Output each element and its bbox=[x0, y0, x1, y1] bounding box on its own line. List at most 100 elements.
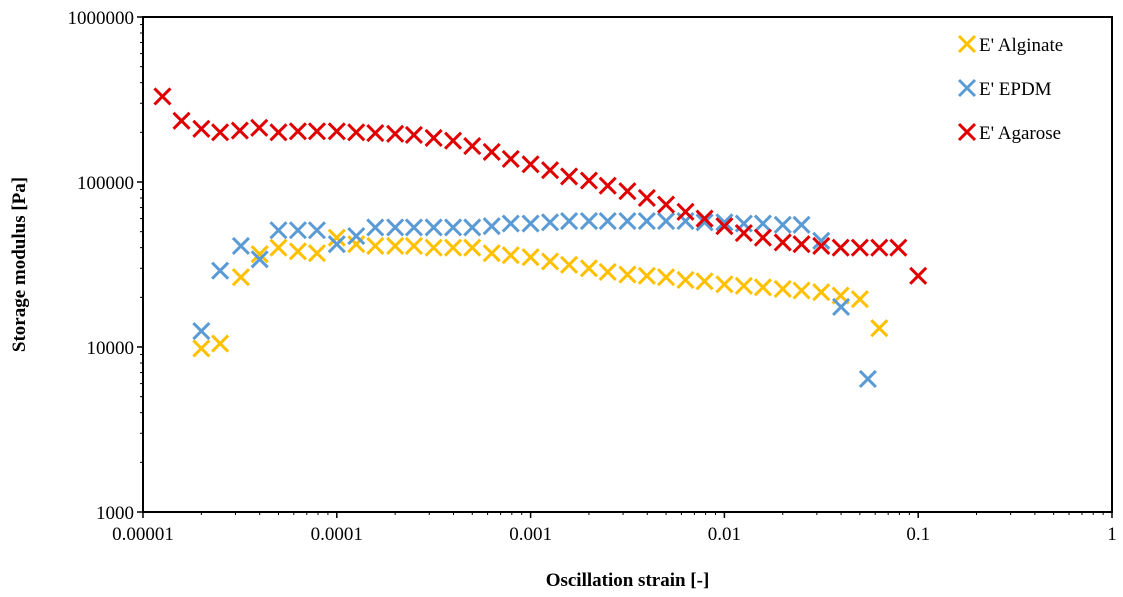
data-point bbox=[858, 369, 877, 389]
data-point bbox=[250, 250, 269, 269]
data-point bbox=[773, 233, 792, 252]
legend-item: E' Agarose bbox=[957, 122, 1061, 144]
data-point bbox=[812, 231, 831, 250]
data-point bbox=[832, 297, 851, 316]
legend-label: E' EPDM bbox=[979, 79, 1052, 100]
data-point bbox=[192, 119, 211, 138]
data-point bbox=[676, 270, 695, 289]
data-point bbox=[870, 319, 889, 338]
data-point bbox=[560, 255, 579, 274]
legend-item: E' Alginate bbox=[957, 34, 1063, 56]
data-point bbox=[230, 121, 249, 140]
data-point bbox=[656, 268, 676, 287]
data-point bbox=[443, 131, 463, 150]
data-point bbox=[637, 211, 656, 231]
data-point bbox=[870, 238, 889, 257]
data-point bbox=[192, 321, 211, 341]
data-point bbox=[250, 118, 269, 137]
data-point bbox=[269, 238, 288, 257]
legend: E' Alginate E' EPDM E' Agarose bbox=[957, 34, 1063, 144]
data-point bbox=[347, 227, 366, 246]
data-point bbox=[347, 123, 366, 142]
plot-frame bbox=[142, 16, 1113, 513]
data-point bbox=[404, 218, 423, 237]
data-point bbox=[307, 221, 327, 240]
legend-label: E' Alginate bbox=[979, 35, 1063, 56]
legend-item: E' EPDM bbox=[957, 78, 1052, 100]
data-point bbox=[773, 215, 792, 234]
data-point bbox=[521, 248, 540, 267]
data-point bbox=[347, 235, 366, 254]
data-point bbox=[172, 111, 191, 130]
data-point bbox=[327, 228, 346, 247]
data-point bbox=[250, 245, 269, 264]
data-point bbox=[637, 188, 656, 208]
plot-area bbox=[142, 16, 1113, 513]
data-point bbox=[715, 213, 734, 232]
data-point bbox=[424, 128, 443, 147]
data-point bbox=[501, 149, 520, 168]
data-point bbox=[676, 202, 695, 221]
data-point bbox=[792, 215, 811, 234]
y-tick-label: 100000 bbox=[77, 173, 134, 194]
data-point bbox=[366, 123, 385, 143]
data-point bbox=[715, 217, 734, 236]
data-point bbox=[404, 125, 423, 144]
data-point bbox=[850, 290, 869, 309]
data-point bbox=[560, 211, 579, 231]
legend-marker bbox=[957, 78, 977, 98]
data-point bbox=[463, 137, 482, 156]
data-point bbox=[307, 244, 327, 263]
data-point bbox=[715, 275, 734, 294]
series-layer bbox=[153, 87, 928, 389]
y-tick-label: 10000 bbox=[87, 338, 135, 359]
series-e-alginate bbox=[192, 228, 889, 358]
data-point bbox=[831, 238, 850, 257]
data-point bbox=[443, 238, 463, 257]
data-point bbox=[734, 224, 753, 243]
data-point bbox=[521, 214, 540, 233]
data-point bbox=[695, 209, 714, 228]
x-tick-label: 0.01 bbox=[708, 524, 741, 545]
data-point bbox=[889, 238, 908, 257]
data-point bbox=[850, 238, 869, 257]
legend-label: E' Agarose bbox=[979, 123, 1061, 144]
data-point bbox=[366, 236, 385, 255]
data-point bbox=[482, 244, 501, 263]
data-point bbox=[269, 123, 288, 142]
data-point bbox=[812, 236, 831, 255]
data-point bbox=[540, 213, 560, 232]
data-point bbox=[909, 266, 928, 285]
data-point bbox=[288, 122, 307, 141]
data-point bbox=[211, 123, 230, 142]
data-point bbox=[618, 182, 637, 201]
data-point bbox=[211, 334, 230, 353]
data-point bbox=[618, 265, 637, 284]
x-tick-label: 0.001 bbox=[509, 524, 552, 545]
data-point bbox=[386, 236, 405, 255]
data-point bbox=[656, 211, 676, 231]
data-point bbox=[501, 214, 520, 233]
data-point bbox=[366, 218, 385, 237]
data-point bbox=[540, 252, 560, 271]
data-point bbox=[443, 218, 463, 237]
data-point bbox=[482, 217, 501, 236]
data-point bbox=[424, 238, 443, 257]
data-point bbox=[598, 211, 617, 231]
data-point bbox=[386, 124, 405, 143]
data-point bbox=[812, 283, 831, 302]
data-point bbox=[734, 276, 753, 295]
data-point bbox=[579, 259, 599, 278]
data-point bbox=[521, 155, 540, 174]
data-point bbox=[231, 236, 250, 255]
data-point bbox=[792, 281, 811, 300]
data-point bbox=[386, 218, 405, 237]
y-axis-title: Storage modulus [Pa] bbox=[9, 177, 30, 352]
data-point bbox=[753, 214, 772, 233]
data-point bbox=[404, 236, 423, 255]
data-point bbox=[695, 272, 714, 291]
data-point bbox=[463, 238, 482, 257]
x-axis: 0.00001 0.0001 0.001 0.01 0.1 1 bbox=[112, 512, 1117, 545]
y-axis: 1000 10000 100000 1000000 bbox=[68, 8, 143, 524]
